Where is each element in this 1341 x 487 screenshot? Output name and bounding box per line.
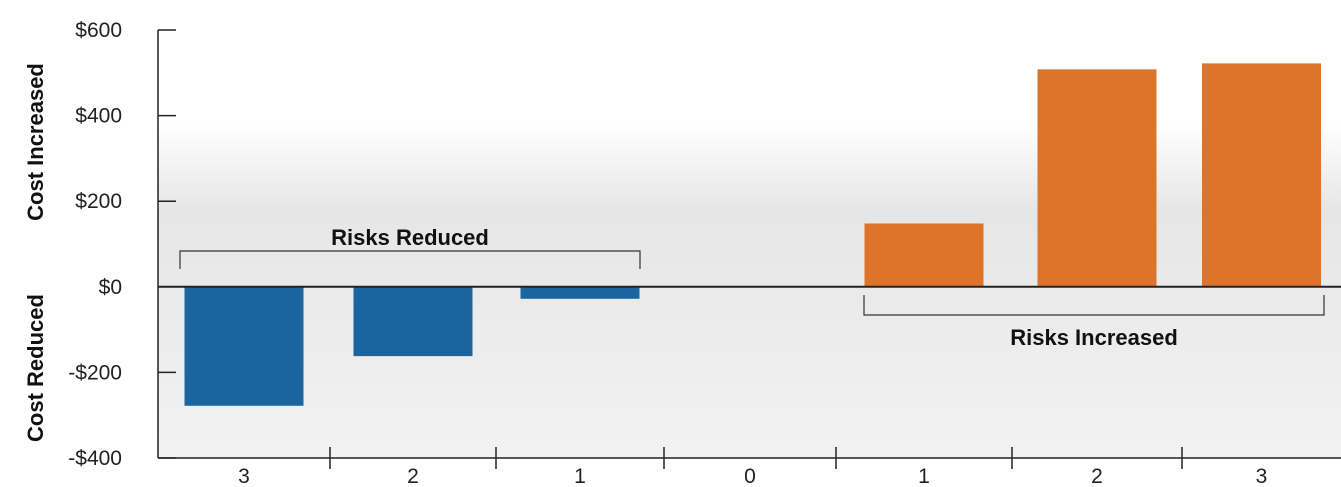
group-brackets: Risks Reduced Risks Increased xyxy=(179,225,1325,350)
y-tick-label: $200 xyxy=(75,190,122,213)
y-tick-label: -$200 xyxy=(68,361,122,384)
x-tick-label: 3 xyxy=(238,465,250,487)
ylabel-cost-increased: Cost Increased xyxy=(23,63,48,221)
bar xyxy=(1037,69,1157,287)
x-tick-label: 1 xyxy=(574,465,586,487)
bar xyxy=(1202,63,1321,287)
x-tick-label: 2 xyxy=(407,465,419,487)
y-tick-label: $0 xyxy=(99,276,122,299)
group-label-risks-reduced: Risks Reduced xyxy=(331,225,489,250)
y-tick-label: -$400 xyxy=(68,447,122,470)
x-tick-label: 3 xyxy=(1256,465,1268,487)
bar xyxy=(520,286,640,299)
bar xyxy=(184,286,304,406)
x-tick-label: 2 xyxy=(1091,465,1103,487)
y-axis-ticks: $600 $400 $200 $0 -$200 -$400 xyxy=(68,19,176,470)
ylabel-cost-reduced: Cost Reduced xyxy=(23,294,48,442)
group-label-risks-increased: Risks Increased xyxy=(1010,325,1178,350)
x-tick-label: 0 xyxy=(744,465,756,487)
y-tick-label: $600 xyxy=(75,19,122,42)
bracket-risks-increased xyxy=(863,295,1325,316)
bar xyxy=(864,223,984,287)
y-tick-label: $400 xyxy=(75,105,122,128)
bracket-risks-reduced xyxy=(179,250,641,269)
x-tick-label: 1 xyxy=(918,465,930,487)
bars-group xyxy=(184,63,1321,406)
bar xyxy=(353,286,473,357)
